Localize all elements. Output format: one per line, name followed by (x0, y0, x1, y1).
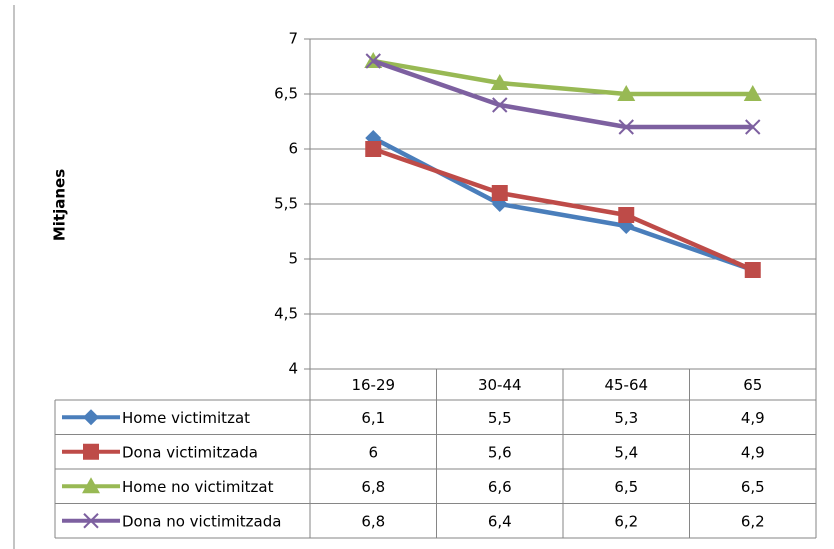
table-value: 6,6 (488, 478, 512, 496)
marker (618, 119, 634, 135)
marker (365, 141, 382, 157)
table-value: 6,8 (361, 512, 385, 530)
legend-marker (83, 409, 99, 426)
x-tick-label: 65 (743, 376, 762, 394)
table-value: 6,8 (361, 478, 385, 496)
y-tick-label: 7 (288, 30, 298, 48)
legend-marker (83, 513, 99, 529)
x-tick-label: 30-44 (478, 376, 522, 394)
legend-label: Dona no victimitzada (122, 512, 281, 530)
series-line (372, 146, 754, 273)
table-value: 6,2 (741, 512, 765, 530)
marker (743, 85, 762, 101)
table-value: 4,9 (741, 409, 765, 427)
legend-label: Dona victimitzada (122, 443, 258, 461)
table-value: 4,9 (741, 443, 765, 461)
table-value: 6,2 (614, 512, 638, 530)
marker (490, 74, 509, 90)
x-tick-label: 45-64 (604, 376, 648, 394)
table-value: 6,5 (741, 478, 765, 496)
table-value: 5,6 (488, 443, 512, 461)
table-value: 6,5 (614, 478, 638, 496)
legend-marker (83, 443, 99, 460)
marker (745, 119, 761, 135)
table-value: 5,4 (614, 443, 638, 461)
x-tick-label: 16-29 (351, 376, 395, 394)
legend-label: Home no victimitzat (122, 478, 274, 496)
table-value: 6,1 (361, 409, 385, 427)
table-value: 6 (368, 443, 378, 461)
y-tick-label: 5,5 (274, 195, 298, 213)
series-line (372, 58, 753, 130)
y-tick-label: 6 (288, 140, 298, 158)
table-value: 5,5 (488, 409, 512, 427)
legend-marker (82, 477, 100, 494)
marker (365, 53, 381, 69)
y-tick-label: 5 (288, 250, 298, 268)
y-tick-label: 4 (288, 360, 298, 378)
y-axis-label: Mitjanes (51, 169, 69, 241)
legend-label: Home victimitzat (122, 409, 250, 427)
y-tick-label: 6,5 (274, 85, 298, 103)
marker (744, 262, 761, 278)
series-line (372, 58, 753, 97)
marker (491, 185, 508, 201)
table-value: 5,3 (614, 409, 638, 427)
marker (617, 85, 636, 101)
y-tick-label: 4,5 (274, 305, 298, 323)
marker (618, 207, 635, 223)
marker (492, 97, 508, 113)
table-value: 6,4 (488, 512, 512, 530)
